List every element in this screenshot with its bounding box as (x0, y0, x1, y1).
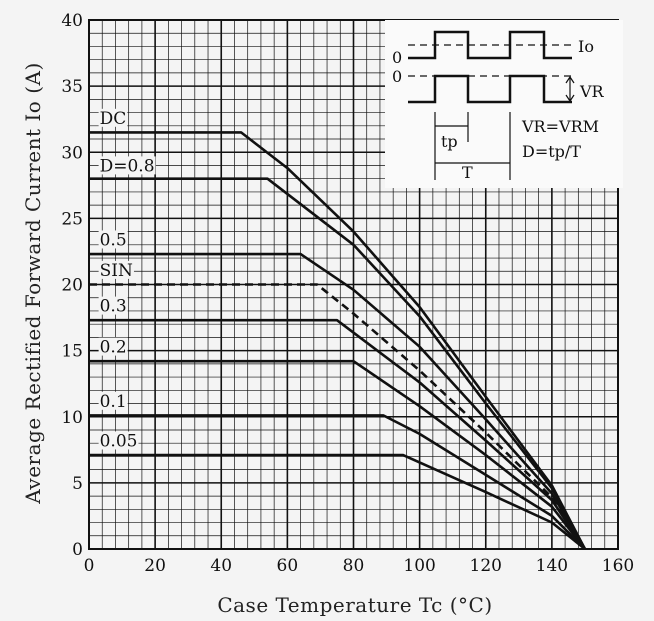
series-label: DC (100, 109, 127, 129)
x-axis-title: Case Temperature Tc (°C) (217, 593, 492, 617)
y-tick-label: 15 (61, 342, 83, 362)
inset-background (385, 20, 623, 188)
x-tick-label: 20 (144, 556, 166, 576)
series-label: 0.05 (100, 431, 138, 451)
y-tick-label: 30 (61, 143, 83, 163)
series-line-0-2 (89, 359, 586, 550)
series-label-bg (98, 296, 128, 315)
inset-eq-d: D=tp/T (522, 142, 581, 161)
series-label-bg (98, 156, 156, 175)
y-tick-label: 20 (61, 276, 83, 296)
y-tick-label: 35 (61, 77, 83, 97)
inset-io-label: Io (578, 37, 594, 56)
y-tick-label: 0 (72, 540, 83, 560)
inset-vr-label: VR (579, 82, 605, 101)
series-label: SIN (100, 261, 133, 281)
series-label-bg (98, 431, 139, 450)
y-axis-title: Average Rectified Forward Current Io (A) (21, 62, 45, 504)
x-tick-labels: 0 20 40 60 80 100 120 140 160 (84, 556, 635, 576)
y-tick-label: 5 (72, 474, 83, 494)
series-labels: DC D=0.8 0.5 SIN 0.3 0.2 0.1 0.05 (98, 108, 156, 451)
waveform-inset: 0 Io 0 VR tp T VR=VRM D=tp/T (385, 20, 623, 188)
series-line-0-5 (89, 252, 587, 550)
series-line-sin (89, 283, 586, 550)
series-line-d-0-8 (89, 177, 587, 550)
inset-zero-top: 0 (392, 48, 402, 67)
series-label-bg (98, 230, 128, 249)
x-tick-label: 60 (277, 556, 299, 576)
x-tick-label: 160 (602, 556, 634, 576)
series-line-dc (89, 131, 587, 550)
inset-eq-vr: VR=VRM (521, 117, 599, 136)
y-tick-label: 10 (61, 408, 83, 428)
x-tick-label: 100 (403, 556, 435, 576)
inset-T-label: T (462, 163, 473, 182)
y-tick-label: 40 (61, 11, 83, 31)
x-tick-label: 0 (84, 556, 95, 576)
series-lines (89, 131, 587, 551)
series-label: 0.5 (100, 230, 127, 250)
series-label: 0.1 (100, 392, 127, 412)
series-label-bg (98, 260, 134, 279)
x-tick-label: 80 (343, 556, 365, 576)
y-tick-label: 25 (61, 209, 83, 229)
x-tick-label: 140 (536, 556, 568, 576)
x-tick-label: 120 (470, 556, 502, 576)
series-label: 0.3 (100, 297, 127, 317)
inset-zero-bottom: 0 (392, 67, 402, 86)
inset-vr-arrowheads (565, 75, 575, 103)
inset-voltage-waveform (408, 74, 572, 104)
y-tick-labels: 0 5 10 15 20 25 30 35 40 (61, 11, 83, 560)
series-label: D=0.8 (100, 156, 155, 176)
series-label-bg (98, 391, 128, 410)
series-label: 0.2 (100, 338, 127, 358)
x-tick-label: 40 (210, 556, 232, 576)
inset-tp-label: tp (441, 132, 458, 151)
series-label-bg (98, 337, 128, 356)
series-line-0-3 (89, 318, 586, 550)
series-label-bg (98, 108, 128, 127)
series-line-0-05 (89, 453, 586, 551)
series-line-0-1 (89, 414, 586, 550)
